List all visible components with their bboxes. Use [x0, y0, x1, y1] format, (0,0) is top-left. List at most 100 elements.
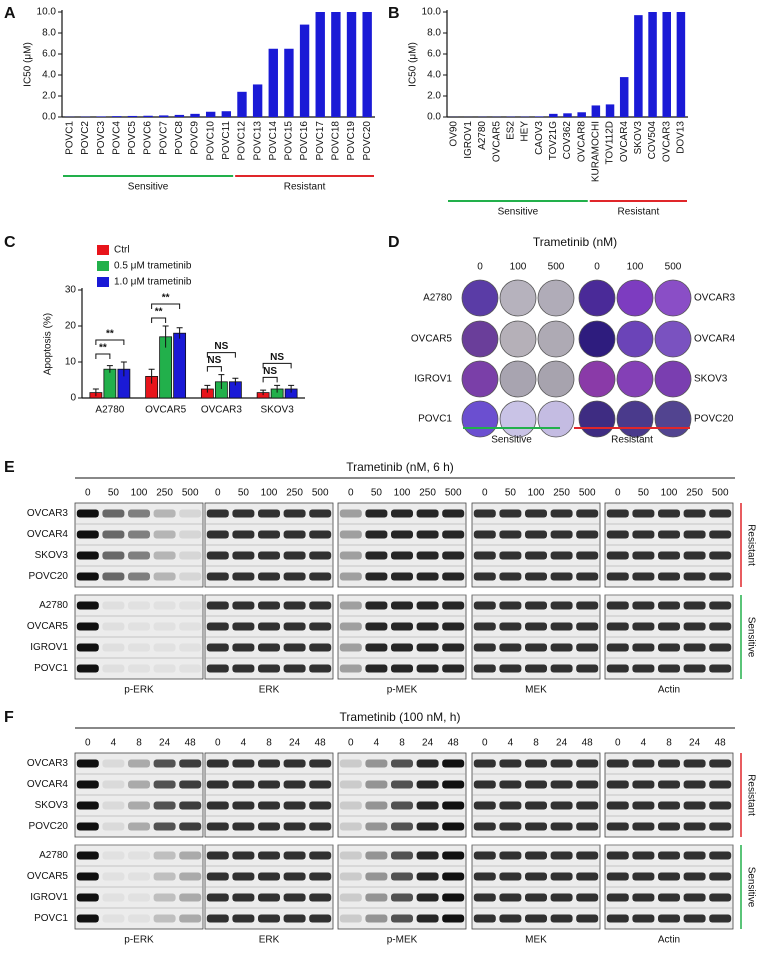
blot-band: [658, 509, 680, 518]
blot-band: [606, 509, 629, 518]
blot-band: [576, 551, 599, 560]
blot-band: [391, 780, 413, 789]
lane-label: 4: [241, 738, 247, 749]
blot-band: [606, 643, 629, 652]
x-tick-label: ES2: [505, 121, 516, 140]
significance-bracket: [262, 376, 278, 383]
blot-band: [632, 622, 655, 631]
blot-band: [442, 664, 465, 673]
blot-band: [339, 551, 362, 560]
blot-band: [153, 622, 176, 631]
y-tick-label: 2.0: [427, 91, 441, 102]
y-tick-label: 6.0: [42, 49, 56, 60]
blot-band: [128, 780, 150, 789]
plate-well: [537, 320, 575, 358]
row-label: OVCAR4: [27, 529, 69, 540]
group-label: Sensitive: [745, 867, 756, 908]
blot-band: [309, 822, 332, 831]
blot-band: [76, 572, 99, 581]
significance-label: NS: [214, 341, 228, 352]
significance-label: **: [155, 307, 163, 318]
blot-band: [632, 851, 655, 860]
x-tick-label: OVCAR4: [619, 121, 630, 163]
row-label: OVCAR4: [694, 334, 736, 345]
blot-band: [525, 601, 547, 610]
row-label: IGROV1: [30, 642, 68, 653]
plate-well: [537, 279, 575, 317]
bar: [619, 77, 629, 117]
blot-band: [576, 572, 599, 581]
row-label: OVCAR3: [27, 508, 69, 519]
blot-band: [473, 551, 496, 560]
plate-well: [537, 400, 575, 438]
blot-band: [102, 851, 125, 860]
blot-band: [606, 872, 629, 881]
blot-band: [309, 643, 332, 652]
bar: [174, 114, 185, 117]
blot-band: [179, 893, 202, 902]
blot-band: [525, 643, 547, 652]
blot-band: [499, 601, 522, 610]
x-tick-label: POVC20: [362, 121, 373, 161]
blot-band: [473, 664, 496, 673]
blot-band: [658, 664, 680, 673]
blot-band: [473, 914, 496, 923]
blot-band: [258, 780, 280, 789]
blot-band: [232, 801, 255, 810]
blot-band: [550, 530, 573, 539]
blot-band: [128, 851, 150, 860]
blot-band: [206, 572, 229, 581]
blot-band: [365, 851, 388, 860]
significance-label: NS: [263, 366, 277, 377]
lane-label: 48: [315, 738, 327, 749]
x-tick-label: POVC7: [158, 121, 169, 155]
lane-label: 500: [579, 488, 596, 499]
blot-band: [550, 664, 573, 673]
blot-band: [179, 643, 202, 652]
blot-band: [658, 572, 680, 581]
blot-band: [576, 872, 599, 881]
blot-band: [606, 530, 629, 539]
blot-band: [283, 822, 306, 831]
blot-band: [179, 551, 202, 560]
blot-band: [683, 530, 706, 539]
blot-band: [606, 622, 629, 631]
blot-band: [442, 801, 465, 810]
blot-band: [576, 851, 599, 860]
blot-band: [309, 780, 332, 789]
blot-band: [658, 643, 680, 652]
blot-band: [709, 759, 732, 768]
row-label: SKOV3: [694, 374, 728, 385]
blot-band: [709, 622, 732, 631]
blot-band: [339, 572, 362, 581]
blot-band: [416, 509, 439, 518]
bar: [173, 332, 187, 399]
row-label: A2780: [39, 850, 68, 861]
blot-band: [128, 822, 150, 831]
blot-band: [232, 509, 255, 518]
dose-label: 500: [665, 262, 682, 273]
protein-label: MEK: [525, 935, 547, 946]
blot-band: [365, 893, 388, 902]
error-bar: [106, 365, 113, 373]
dose-label: 100: [627, 262, 644, 273]
x-tick-label: SKOV3: [260, 405, 294, 416]
blot-band: [550, 780, 573, 789]
blot-band: [309, 551, 332, 560]
row-label: A2780: [39, 600, 68, 611]
blot-band: [416, 530, 439, 539]
blot-band: [442, 601, 465, 610]
blot-band: [339, 530, 362, 539]
blot-band: [576, 664, 599, 673]
lane-label: 48: [582, 738, 594, 749]
blot-band: [232, 551, 255, 560]
blot-band: [179, 872, 202, 881]
blot-band: [339, 801, 362, 810]
blot-band: [179, 530, 202, 539]
protein-label: MEK: [525, 685, 547, 696]
plate-well: [654, 400, 692, 438]
blot-band: [442, 759, 465, 768]
blot-band: [153, 801, 176, 810]
blot-band: [606, 551, 629, 560]
lane-label: 50: [108, 488, 120, 499]
